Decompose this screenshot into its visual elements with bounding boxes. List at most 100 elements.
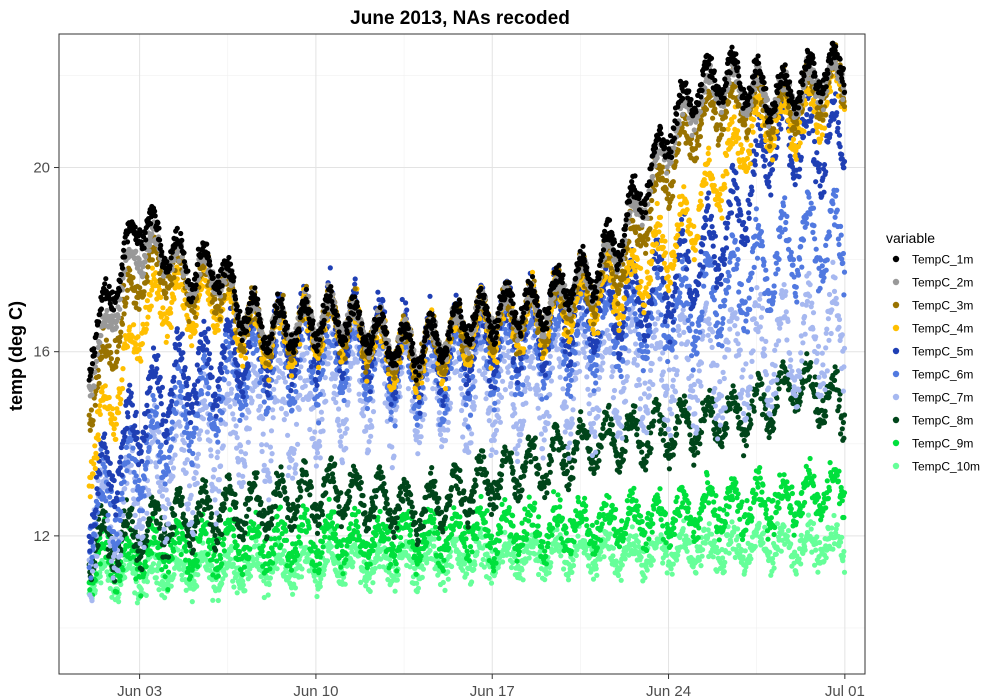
data-point	[649, 529, 655, 535]
data-point	[495, 549, 501, 555]
data-point	[414, 532, 420, 538]
data-point	[712, 507, 718, 513]
data-point	[203, 530, 209, 537]
data-point	[410, 559, 416, 566]
data-point	[457, 373, 464, 379]
data-point	[220, 576, 226, 582]
data-point	[650, 521, 656, 527]
data-point	[281, 548, 287, 554]
data-point	[244, 513, 250, 519]
data-point	[661, 422, 668, 429]
data-point	[774, 521, 781, 527]
data-point	[441, 557, 447, 563]
data-point	[256, 530, 262, 537]
data-point	[394, 577, 400, 583]
data-point	[203, 478, 209, 484]
data-point	[140, 516, 147, 522]
data-point	[534, 471, 541, 477]
data-point	[440, 529, 446, 535]
data-point	[198, 428, 204, 434]
data-point	[445, 576, 451, 582]
data-point	[712, 538, 718, 545]
data-point	[474, 549, 480, 555]
data-point	[355, 509, 362, 515]
data-point	[181, 447, 187, 453]
data-point	[350, 351, 356, 357]
data-point	[343, 551, 349, 557]
data-point	[445, 419, 451, 425]
data-point	[785, 528, 792, 534]
data-point	[537, 531, 543, 537]
data-point	[696, 557, 702, 563]
data-point	[639, 449, 645, 455]
data-point	[253, 538, 259, 544]
data-point	[222, 572, 229, 578]
data-point	[209, 557, 215, 563]
data-point	[760, 482, 766, 488]
data-point	[710, 409, 716, 415]
data-point	[213, 547, 219, 553]
data-point	[822, 408, 828, 414]
data-point	[710, 554, 716, 560]
data-point	[600, 425, 606, 432]
data-point	[230, 578, 236, 584]
data-point	[658, 517, 664, 523]
data-point	[768, 515, 775, 521]
data-point	[629, 490, 635, 496]
data-point	[487, 496, 493, 502]
data-point	[642, 529, 648, 536]
data-point	[365, 448, 372, 454]
data-point	[391, 552, 398, 558]
data-point	[221, 501, 227, 507]
data-point	[138, 586, 144, 593]
data-point	[638, 513, 644, 519]
data-point	[195, 451, 201, 457]
data-point	[547, 563, 553, 570]
data-point	[183, 470, 189, 476]
data-point	[675, 552, 681, 558]
data-point	[570, 407, 576, 413]
data-point	[498, 529, 504, 536]
data-point	[765, 536, 771, 542]
data-point	[267, 444, 273, 450]
data-point	[196, 436, 203, 442]
data-point	[272, 503, 278, 509]
data-point	[498, 477, 504, 483]
data-point	[161, 526, 167, 532]
data-point	[221, 548, 227, 554]
data-point	[168, 583, 174, 589]
data-point	[278, 406, 285, 412]
data-point	[437, 431, 444, 438]
data-point	[144, 528, 150, 534]
data-point	[203, 489, 209, 495]
data-point	[462, 544, 468, 550]
data-point	[424, 540, 430, 546]
data-point	[435, 531, 441, 537]
data-point	[529, 355, 536, 361]
data-point	[784, 533, 791, 539]
data-point	[835, 478, 842, 484]
data-point	[262, 478, 268, 484]
data-point	[267, 478, 273, 484]
data-point	[257, 403, 263, 409]
data-point	[540, 539, 546, 545]
data-point	[251, 521, 257, 527]
data-point	[405, 386, 411, 392]
data-point	[94, 553, 100, 559]
data-point	[719, 444, 725, 450]
data-point	[266, 581, 272, 588]
data-point	[749, 398, 755, 404]
data-point	[426, 529, 433, 536]
data-point	[243, 520, 249, 527]
data-point	[670, 452, 676, 458]
data-point	[344, 543, 350, 549]
data-point	[380, 474, 386, 480]
data-point	[491, 556, 497, 562]
data-point	[767, 549, 773, 555]
data-point	[625, 516, 631, 523]
data-point	[617, 464, 623, 470]
data-point	[308, 548, 314, 554]
data-point	[563, 525, 569, 531]
data-point	[498, 472, 505, 478]
data-point	[183, 548, 189, 554]
